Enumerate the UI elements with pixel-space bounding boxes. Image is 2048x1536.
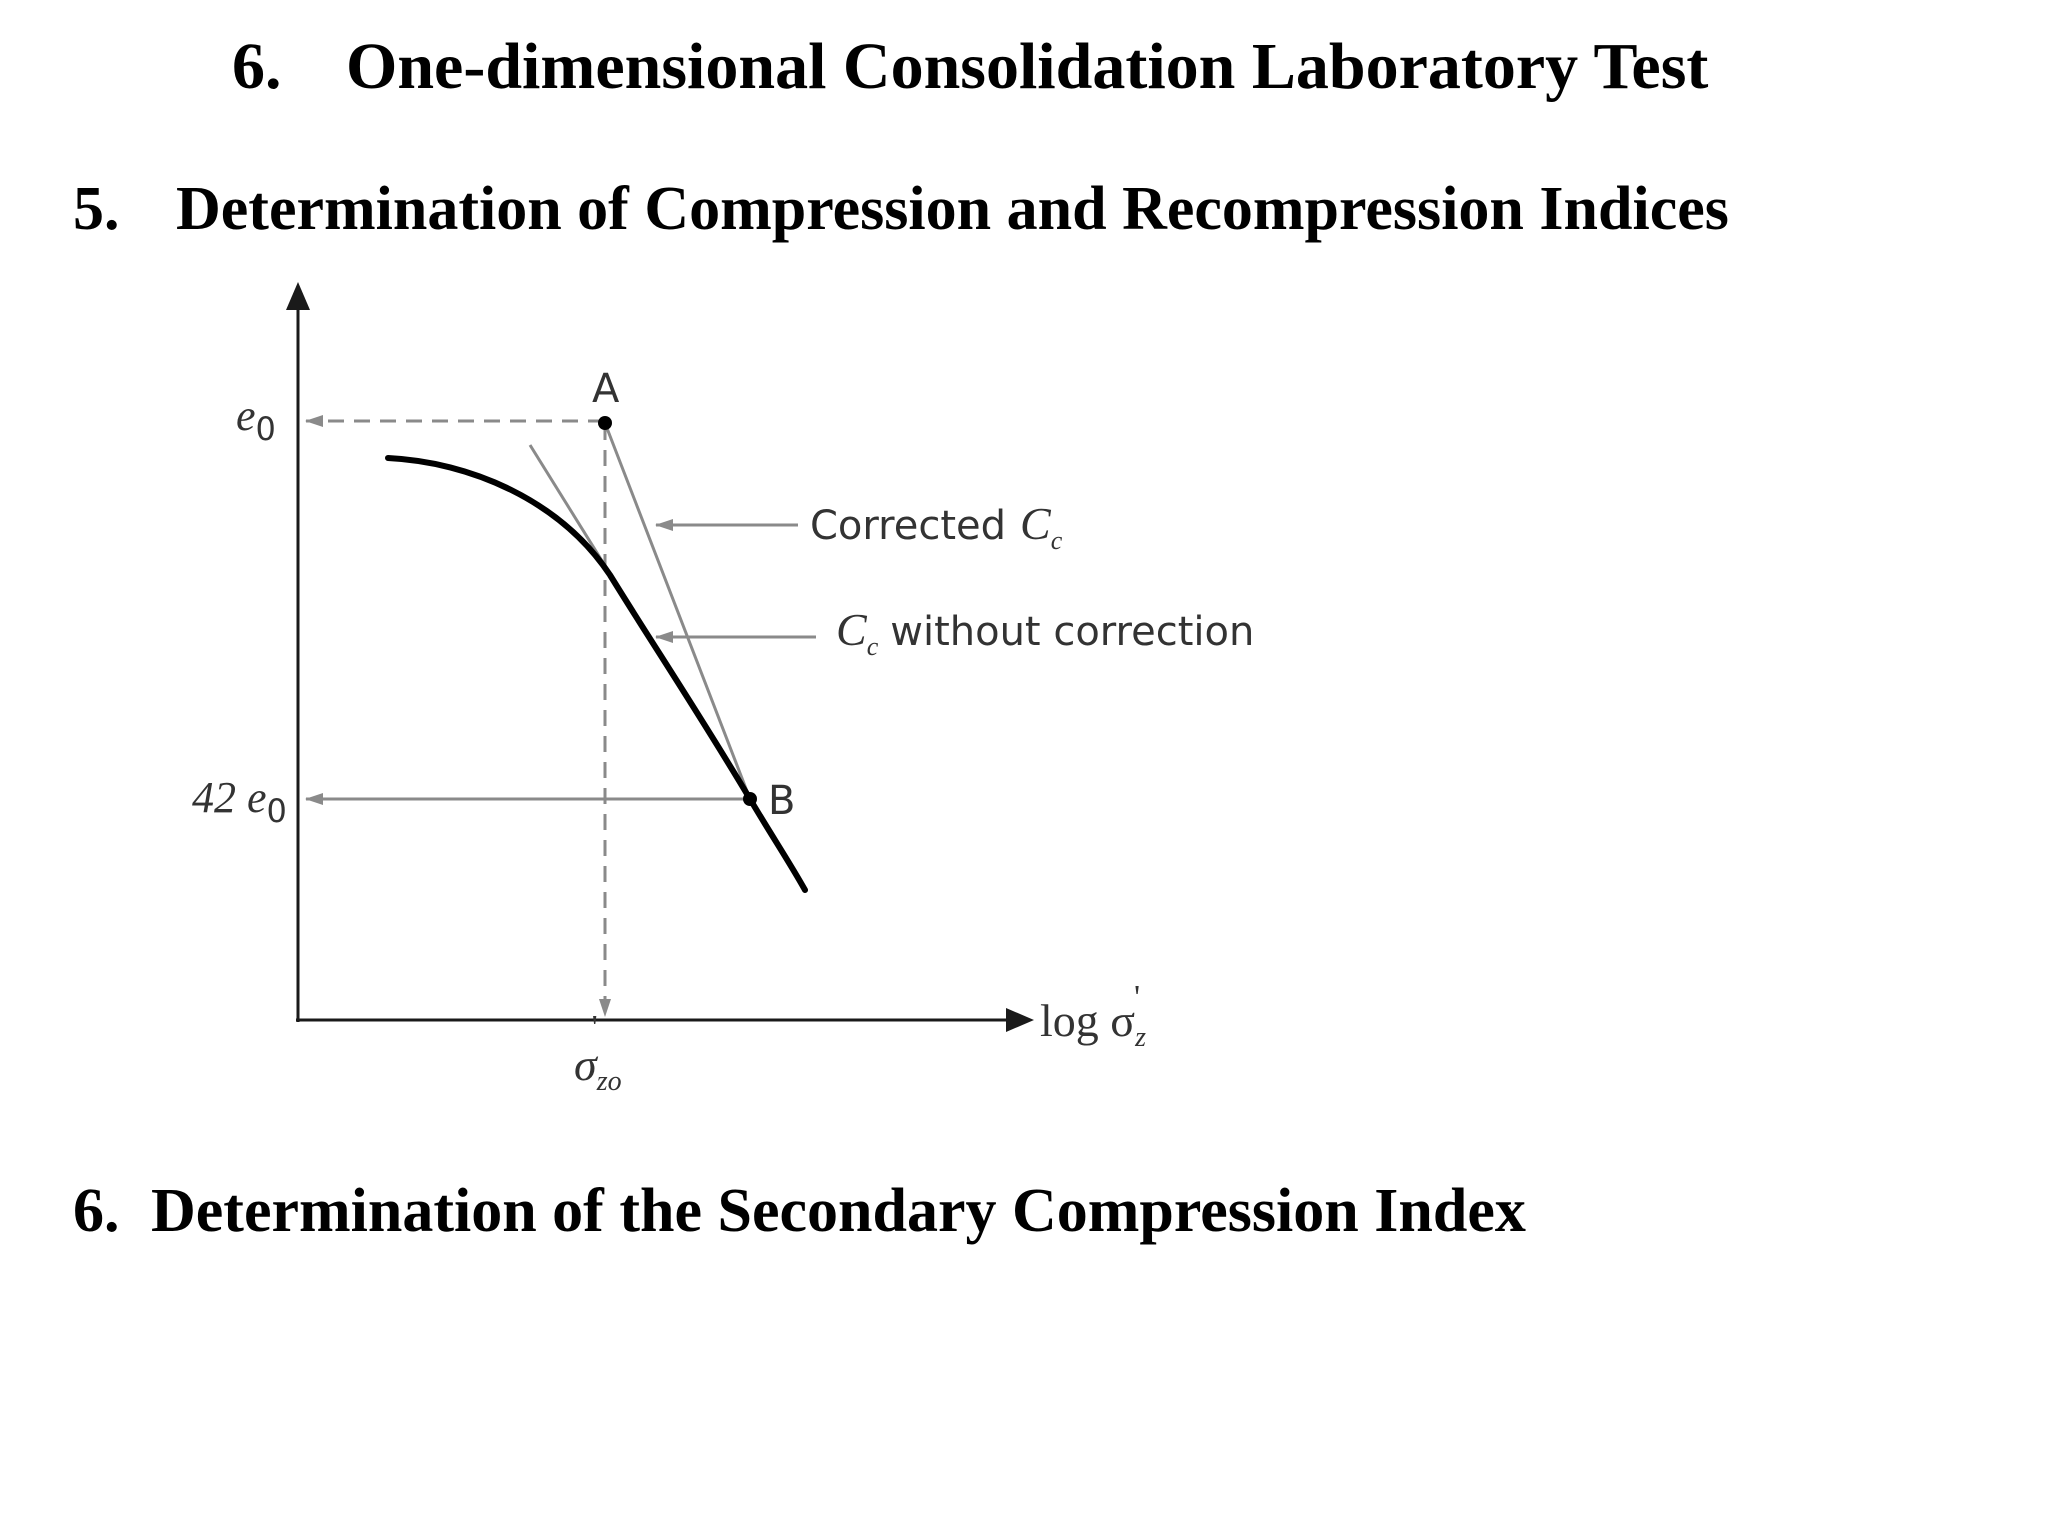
axes (286, 282, 1034, 1032)
point-b-label: B (768, 778, 795, 824)
point-a-marker (598, 416, 612, 430)
section-number: 5. (73, 175, 120, 243)
section-title: Determination of Compression and Recompr… (176, 175, 1729, 243)
uncorrected-cc-label: Cc without correction (836, 604, 1254, 661)
page-title-number: 6. (232, 30, 282, 103)
sigma-zo-label: σzo' (574, 1009, 622, 1097)
guide-lines (305, 415, 816, 1017)
page-title-text: One-dimensional Consolidation Laboratory… (346, 30, 1709, 103)
corrected-cc-label: Corrected Cc (810, 498, 1063, 555)
compression-curve (385, 455, 808, 893)
e0-label: e0 (236, 391, 276, 448)
x-axis-label: log σz' (1040, 979, 1146, 1053)
point-b-marker (743, 792, 757, 806)
section-number: 6. (73, 1177, 120, 1245)
point-a-label: A (592, 366, 620, 412)
corrected-cc-line (603, 422, 752, 800)
section-heading-compression-indices: 5. Determination of Compression and Recom… (73, 178, 1729, 240)
y-axis-arrowhead (286, 282, 310, 310)
page-title: 6. One-dimensional Consolidation Laborato… (232, 34, 1708, 100)
42e0-label: 42 e0 (192, 773, 287, 830)
section-title: Determination of the Secondary Compressi… (151, 1177, 1526, 1245)
x-axis-arrowhead (1006, 1008, 1034, 1032)
section-heading-secondary-compression: 6. Determination of the Secondary Compres… (73, 1180, 1526, 1242)
